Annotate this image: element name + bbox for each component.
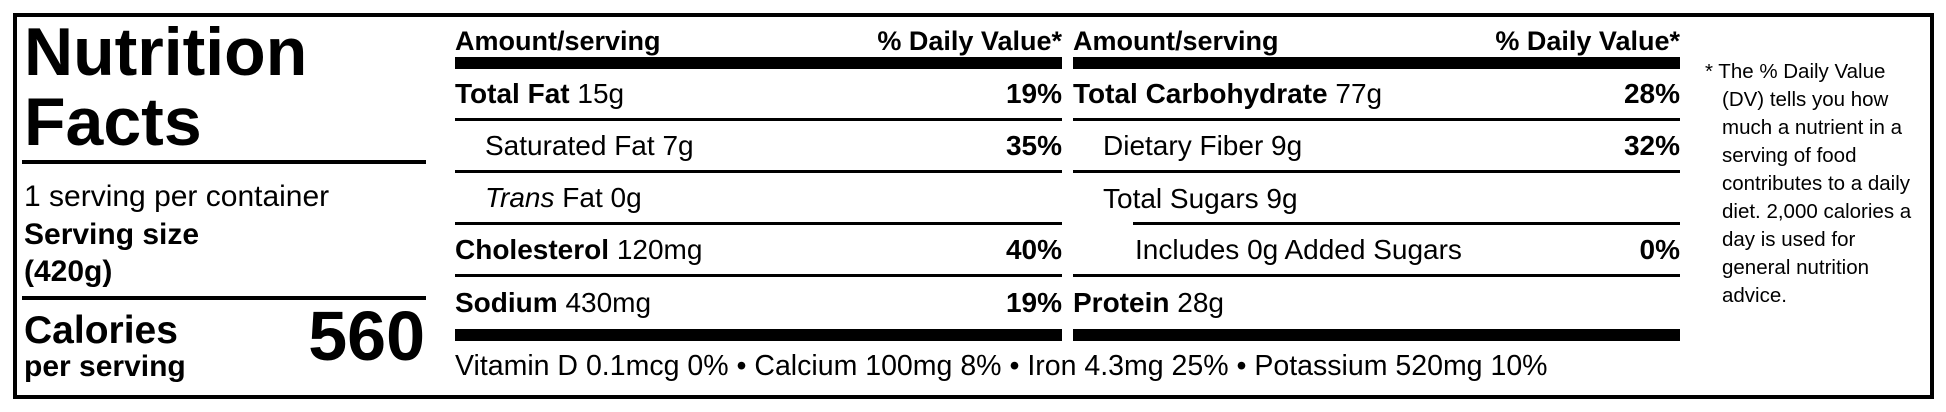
nutrient-name-suffix: Added Sugars [1284,233,1462,265]
row-added-sugars: Includes 0g Added Sugars 0% [1073,225,1680,277]
nutrient-name: Total Carbohydrate [1073,77,1328,109]
calories-label: Calories per serving [24,310,186,382]
nutrient-name: Fat [562,181,603,213]
divider-under-title [22,160,426,164]
micro-name: Calcium [754,350,858,382]
thick-bar-bottom [455,329,1062,341]
micro-name: Vitamin D [455,350,579,382]
micro-name: Iron [1027,350,1077,382]
micro-dv: 25% [1171,350,1229,382]
row-saturated-fat: Saturated Fat 7g 35% [455,121,1062,173]
nutrient-column-1: Amount/serving % Daily Value* Total Fat … [455,17,1062,395]
nutrient-dv: 0% [1639,233,1680,265]
amount-per-serving-header: Amount/serving [1073,26,1279,56]
micro-dv: 8% [960,350,1002,382]
micro-amount: 100mg [865,350,953,382]
thick-bar-top [455,57,1062,69]
micro-vitamin-d: Vitamin D 0.1mcg 0% [455,350,729,382]
column-2-rows: Total Carbohydrate 77g 28% Dietary Fiber… [1073,69,1680,329]
nutrient-name: Includes [1135,233,1240,265]
nutrient-dv: 19% [1005,77,1062,109]
row-protein: Protein 28g [1073,277,1680,329]
nutrient-amount: 9g [1271,129,1303,161]
micro-potassium: Potassium 520mg 10% [1254,350,1547,382]
bullet-separator: • [1009,350,1020,382]
nutrient-name-italic: Trans [485,181,555,213]
nutrient-dv: 19% [1005,287,1062,318]
row-cholesterol: Cholesterol 120mg 40% [455,225,1062,277]
row-sodium: Sodium 430mg 19% [455,277,1062,329]
micro-name: Potassium [1254,350,1388,382]
thick-bar-bottom [1073,329,1680,341]
row-dietary-fiber: Dietary Fiber 9g 32% [1073,121,1680,173]
nutrient-amount: 9g [1266,183,1298,214]
nutrient-name: Cholesterol [455,233,610,265]
bullet-separator: • [1236,350,1247,382]
nutrient-dv: 35% [1005,129,1062,161]
nutrient-dv: 28% [1623,77,1680,109]
micro-amount: 4.3mg [1084,350,1164,382]
row-trans-fat: Trans Fat 0g [455,173,1062,225]
label-title-line1: Nutrition [24,14,308,90]
column-1-rows: Total Fat 15g 19% Saturated Fat 7g 35% T… [455,69,1062,329]
micro-amount: 520mg [1395,350,1483,382]
nutrient-name: Total Sugars [1103,183,1259,214]
serving-size-value: (420g) [24,255,113,288]
calories-per-serving: per serving [24,350,186,383]
nutrient-column-2: Amount/serving % Daily Value* Total Carb… [1073,17,1680,395]
calories-value: 560 [308,297,425,375]
thick-bar-top [1073,57,1680,69]
row-total-sugars: Total Sugars 9g [1073,173,1680,225]
nutrient-amount: 0g [1247,233,1279,265]
nutrient-amount: 7g [662,129,694,161]
nutrient-dv: 32% [1623,129,1680,161]
daily-value-footnote: * The % Daily Value (DV) tells you how m… [1705,60,1912,307]
row-total-fat: Total Fat 15g 19% [455,69,1062,121]
daily-value-header: % Daily Value* [877,26,1062,56]
nutrient-name: Dietary Fiber [1103,129,1264,161]
nutrient-amount: 0g [610,181,642,213]
label-title-line2: Facts [24,84,202,160]
nutrient-name: Sodium [455,287,558,318]
nutrient-amount: 15g [577,77,625,109]
nutrient-amount: 120mg [616,233,703,265]
serving-size-label: Serving size [24,218,200,251]
nutrition-facts-label: Nutrition Facts 1 serving per container … [13,13,1934,399]
column-1-header: Amount/serving % Daily Value* [455,23,1062,57]
nutrient-dv: 40% [1005,233,1062,265]
calories-word: Calories [24,309,178,352]
micro-amount: 0.1mcg [585,350,680,382]
bullet-separator: • [736,350,747,382]
micronutrients-line: Vitamin D 0.1mcg 0% • Calcium 100mg 8% •… [455,350,1548,383]
nutrient-name: Saturated Fat [485,129,655,161]
nutrient-name: Total Fat [455,77,570,109]
micro-dv: 10% [1490,350,1548,382]
daily-value-header: % Daily Value* [1495,26,1680,56]
label-title: Nutrition Facts [24,17,307,157]
row-total-carbohydrate: Total Carbohydrate 77g 28% [1073,69,1680,121]
divider-above-calories [22,296,426,300]
column-2-header: Amount/serving % Daily Value* [1073,23,1680,57]
nutrient-amount: 430mg [565,287,652,318]
micro-dv: 0% [687,350,729,382]
micro-calcium: Calcium 100mg 8% [754,350,1001,382]
servings-per-container: 1 serving per container [24,180,330,213]
nutrient-amount: 28g [1177,287,1224,318]
micro-iron: Iron 4.3mg 25% [1027,350,1228,382]
amount-per-serving-header: Amount/serving [455,26,661,56]
nutrient-name: Protein [1073,287,1170,318]
nutrient-amount: 77g [1335,77,1383,109]
